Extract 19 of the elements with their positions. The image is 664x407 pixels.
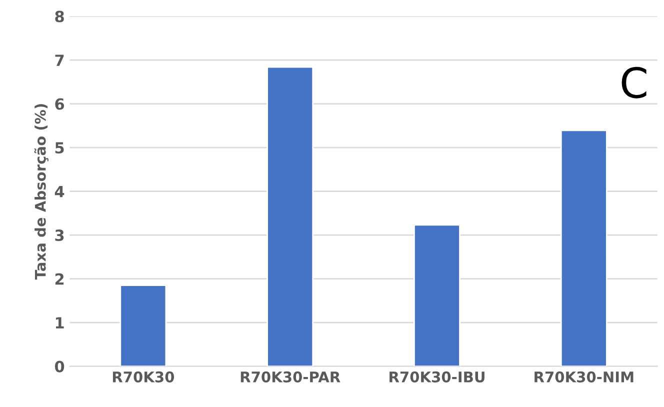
y-axis-title: Taxa de Absorção (%) [34, 104, 48, 280]
x-tick-label: R70K30-NIM [534, 371, 634, 382]
y-tick-label: 3 [55, 230, 64, 242]
y-tick-label: 4 [54, 186, 64, 198]
x-tick-label: R70K30-PAR [240, 371, 340, 382]
annotation: C [622, 66, 646, 98]
bar [560, 130, 608, 366]
y-tick-label: 2 [55, 273, 64, 285]
x-tick-label: R70K30-IBU [390, 371, 484, 382]
bar [120, 284, 167, 366]
y-tick-label: 1 [56, 317, 64, 328]
y-tick-label: 7 [55, 54, 64, 66]
y-tick-label: 0 [54, 360, 64, 372]
bar [414, 224, 460, 366]
x-tick-label: R70K30 [112, 371, 174, 382]
y-tick-label: 6 [55, 98, 64, 110]
bar [266, 66, 314, 366]
y-tick-label: 5 [55, 142, 64, 154]
y-tick-label: 8 [55, 10, 64, 22]
